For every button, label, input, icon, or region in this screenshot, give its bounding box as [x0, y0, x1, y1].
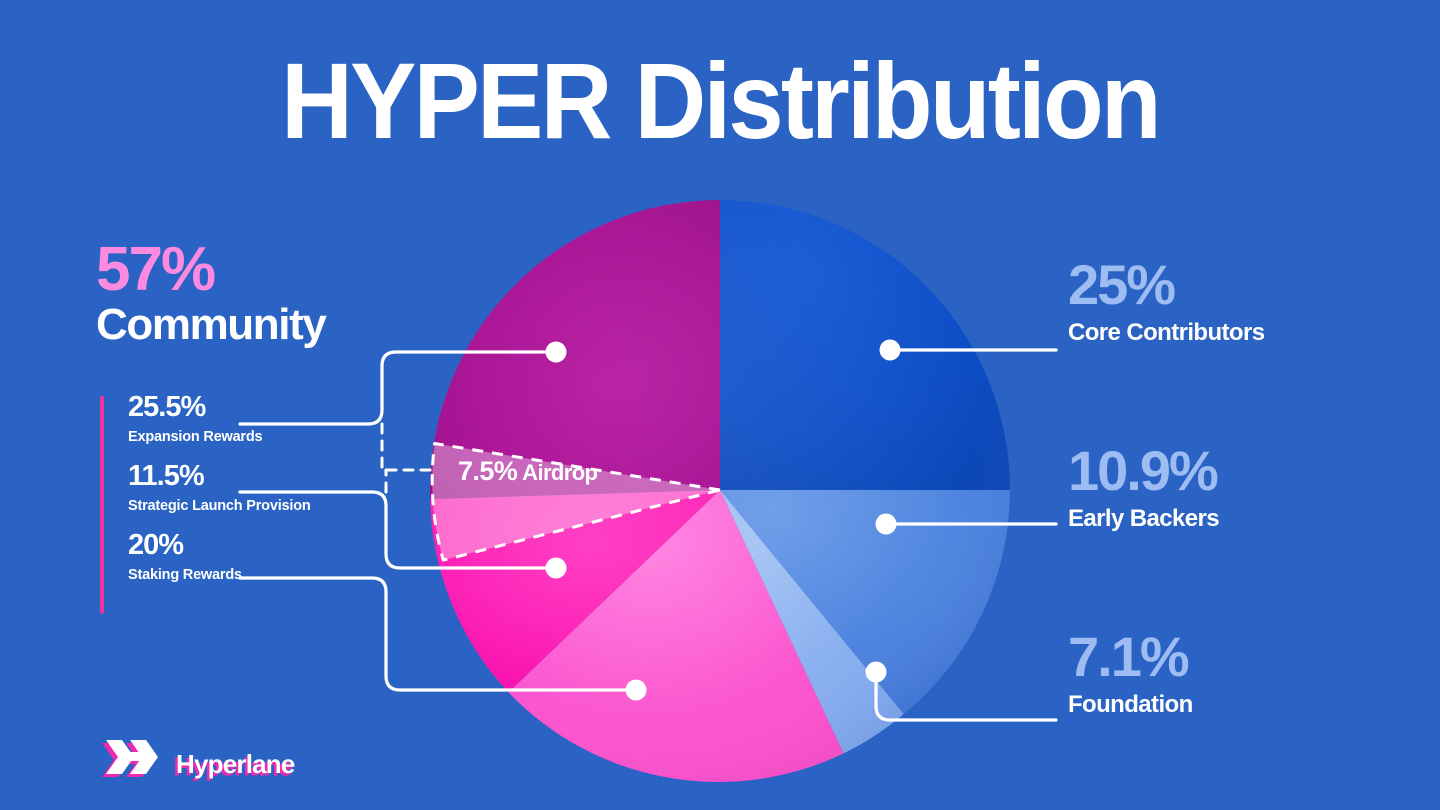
- core-contributors-label: Core Contributors: [1068, 318, 1265, 346]
- core-contributors-percent: 25%: [1068, 253, 1176, 316]
- leader-dots: [545, 339, 901, 701]
- dot-core-contributors: [879, 339, 901, 361]
- airdrop-label: Airdrop: [522, 460, 598, 485]
- staking-rewards-label: Staking Rewards: [128, 566, 242, 583]
- strategic-launch-label: Strategic Launch Provision: [128, 497, 311, 514]
- hyperlane-wordmark: Hyperlane: [176, 748, 295, 779]
- legend-item-early-backers: 10.9% Early Backers: [1068, 439, 1428, 533]
- list-item: 11.5% Strategic Launch Provision: [128, 459, 430, 514]
- dot-expansion-rewards: [545, 341, 567, 363]
- foundation-percent: 7.1%: [1068, 625, 1190, 688]
- community-percent: 57%: [96, 235, 216, 304]
- hyperlane-chevron-icon: [100, 740, 162, 788]
- dot-early-backers: [875, 513, 897, 535]
- dot-foundation: [865, 661, 887, 683]
- leader-staking-rewards: [238, 576, 638, 692]
- airdrop-percent: 7.5%: [458, 456, 518, 486]
- expansion-rewards-percent: 25.5%: [128, 391, 206, 423]
- strategic-launch-percent: 11.5%: [128, 459, 205, 492]
- airdrop-overlay: [430, 442, 722, 562]
- pie-slices: [430, 200, 1010, 782]
- community-accent-bar: [100, 396, 104, 614]
- airdrop-callout: 7.5% Airdrop: [458, 456, 598, 487]
- expansion-rewards-label: Expansion Rewards: [128, 428, 263, 445]
- dot-strategic-launch-provision: [545, 557, 567, 579]
- page-title: HYPER Distribution: [281, 40, 1161, 161]
- dot-staking-rewards: [625, 679, 647, 701]
- legend-item-foundation: 7.1% Foundation: [1068, 625, 1428, 719]
- community-label: Community: [96, 299, 327, 349]
- leader-expansion-rewards: [238, 350, 558, 426]
- leader-foundation: [874, 670, 1058, 722]
- list-item: 25.5% Expansion Rewards: [128, 391, 430, 445]
- foundation-label: Foundation: [1068, 690, 1193, 718]
- legend-item-core-contributors: 25% Core Contributors: [1068, 253, 1428, 347]
- leader-lines: [238, 348, 1058, 722]
- early-backers-label: Early Backers: [1068, 504, 1220, 532]
- list-item: 20% Staking Rewards: [128, 528, 430, 583]
- leader-strategic-launch-provision: [238, 490, 558, 570]
- airdrop-wedge: [430, 442, 722, 562]
- community-block: 57% Community: [96, 235, 436, 349]
- staking-rewards-percent: 20%: [128, 528, 184, 561]
- airdrop-connector: [380, 422, 436, 494]
- early-backers-percent: 10.9%: [1068, 439, 1219, 502]
- community-breakdown-list: 25.5% Expansion Rewards 11.5% Strategic …: [100, 391, 430, 614]
- hyperlane-logo: Hyperlane: [100, 740, 295, 788]
